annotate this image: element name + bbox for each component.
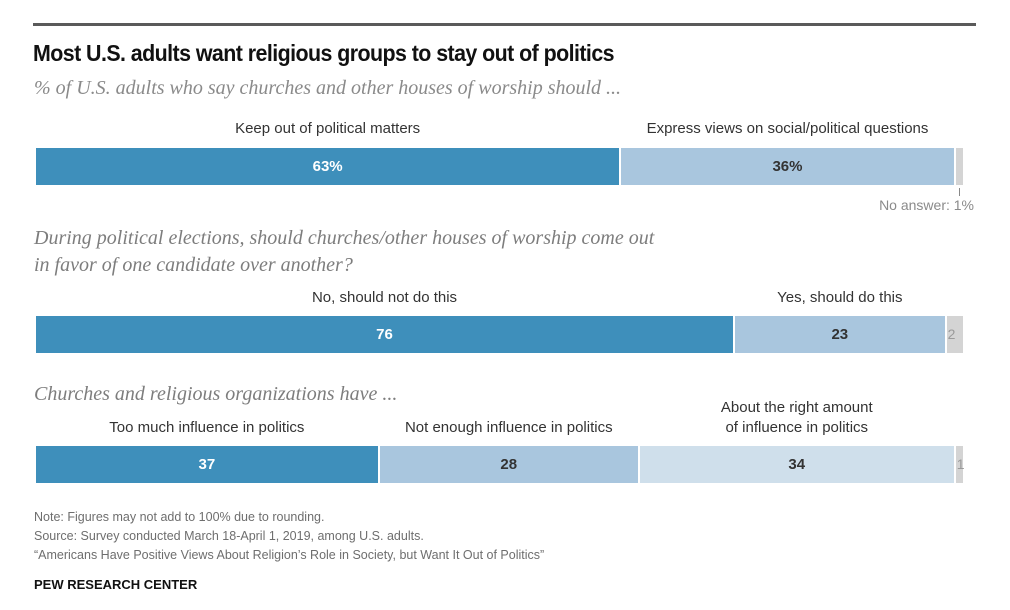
no-answer-segment bbox=[954, 445, 964, 484]
category-label-line: Express views on social/political questi… bbox=[646, 120, 929, 137]
data-label: 76 bbox=[376, 326, 393, 343]
bar-segment bbox=[378, 445, 639, 484]
category-label-line: Keep out of political matters bbox=[235, 120, 421, 137]
category-label-line: No, should not do this bbox=[311, 289, 458, 306]
data-label: 28 bbox=[500, 456, 518, 473]
top-rule bbox=[33, 23, 976, 26]
no-answer-value: 1 bbox=[956, 456, 965, 472]
bar-segment bbox=[35, 445, 379, 484]
category-label: No, should not do this bbox=[35, 288, 734, 308]
bar-segment bbox=[35, 315, 735, 354]
panel-question: Churches and religious organizations hav… bbox=[34, 381, 397, 408]
no-answer-segment bbox=[945, 315, 964, 354]
data-label: 37 bbox=[198, 456, 216, 473]
brand-logo-text: PEW RESEARCH CENTER bbox=[34, 577, 198, 592]
bar-segment bbox=[35, 147, 621, 186]
category-label: Too much influence in politics bbox=[35, 418, 379, 438]
category-label-line: About the right amount bbox=[720, 399, 873, 416]
category-label: Express views on social/political questi… bbox=[620, 119, 954, 139]
footnote: Note: Figures may not add to 100% due to… bbox=[34, 510, 325, 524]
bar-segment bbox=[734, 315, 946, 354]
data-label: 23 bbox=[831, 326, 849, 343]
category-label-line: Too much influence in politics bbox=[109, 419, 305, 436]
data-label: 34 bbox=[788, 456, 806, 473]
category-label: About the right amount of influence in po… bbox=[639, 398, 955, 438]
category-label: Keep out of political matters bbox=[35, 119, 620, 139]
category-label-line: Yes, should do this bbox=[777, 289, 903, 306]
panel-question: During political elections, should churc… bbox=[34, 225, 654, 279]
report-title: “Americans Have Positive Views About Rel… bbox=[34, 548, 545, 562]
question-line: in favor of one candidate over another? bbox=[34, 254, 353, 276]
category-label-line: of influence in politics bbox=[725, 419, 869, 436]
chart-title: Most U.S. adults want religious groups t… bbox=[33, 40, 615, 66]
category-label: Yes, should do this bbox=[734, 288, 946, 308]
data-label: 63% bbox=[312, 158, 343, 175]
category-label: Not enough influence in politics bbox=[379, 418, 639, 438]
chart-subtitle: % of U.S. adults who say churches and ot… bbox=[34, 77, 622, 99]
no-answer-segment bbox=[954, 147, 964, 186]
question-line: During political elections, should churc… bbox=[34, 227, 655, 249]
no-answer-tick bbox=[959, 188, 961, 196]
bar-segment bbox=[638, 445, 955, 484]
bar-segment bbox=[620, 147, 955, 186]
no-answer-label: No answer: 1% bbox=[879, 197, 974, 213]
question-line: Churches and religious organizations hav… bbox=[34, 383, 398, 405]
no-answer-value: 2 bbox=[947, 326, 956, 342]
source-note: Source: Survey conducted March 18-April … bbox=[34, 529, 424, 543]
data-label: 36% bbox=[772, 158, 803, 175]
category-label-line: Not enough influence in politics bbox=[404, 419, 613, 436]
